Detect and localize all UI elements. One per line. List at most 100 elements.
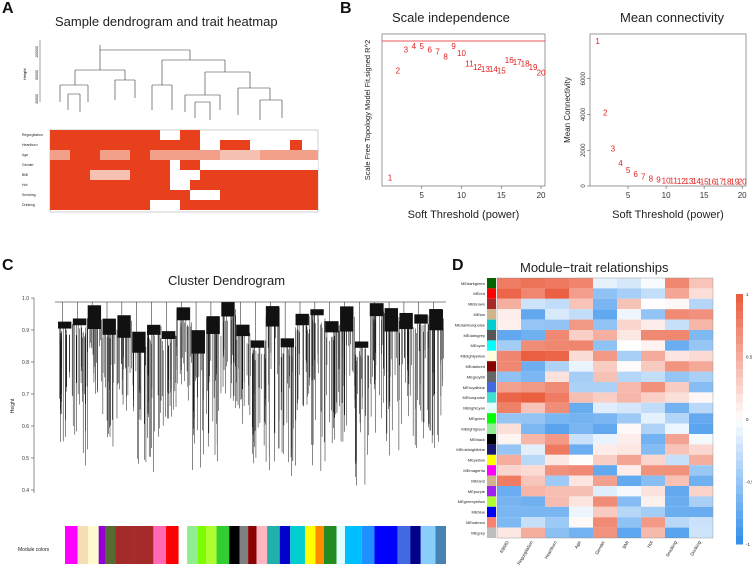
- heat-cell: [665, 423, 689, 434]
- heat-cell: [569, 402, 593, 414]
- scale-point-14: 14: [489, 65, 498, 74]
- heat-cell: [593, 423, 617, 434]
- legend-step: [736, 377, 743, 387]
- heat-cell: [545, 402, 569, 414]
- heat-cell: [569, 382, 593, 393]
- mean-point-16: 16: [707, 177, 716, 186]
- heat-cell: [689, 475, 713, 486]
- trait-label: Drinking: [689, 540, 702, 557]
- heat-cell: [521, 454, 545, 466]
- heat-cell: [593, 506, 617, 518]
- module-swatch: [487, 506, 496, 518]
- heat-cell: [593, 330, 617, 341]
- heat-cell: [545, 361, 569, 372]
- heat-cell: [521, 423, 545, 434]
- module-swatch: [487, 402, 496, 414]
- dendro-dense-block: [87, 305, 102, 329]
- heat-cell: [617, 278, 641, 289]
- dendro-dense-block: [265, 306, 280, 327]
- trait-label-a-8: Drinking: [22, 203, 35, 207]
- heat-cell: [569, 527, 593, 538]
- heat-cell: [641, 350, 665, 362]
- module-color-band: [279, 526, 291, 564]
- heat-cell: [497, 517, 521, 528]
- dendro-dense-block: [354, 341, 369, 348]
- legend-step: [736, 360, 743, 370]
- legend-step: [736, 335, 743, 345]
- module-label: MElightcyan: [463, 406, 485, 411]
- legend-step: [736, 394, 743, 403]
- heat-cell: [521, 319, 545, 330]
- scale-point-18: 18: [521, 60, 530, 69]
- dendro-dense-block: [429, 309, 443, 331]
- scale-point-15: 15: [497, 67, 506, 76]
- legend-step: [736, 369, 743, 378]
- dendro-dense-block: [340, 306, 354, 332]
- trait-label-a-2: Heartburn: [22, 143, 38, 147]
- mean-point-12: 12: [677, 177, 686, 186]
- trait-label-a-3: Age: [22, 153, 28, 157]
- heat-cell: [545, 298, 569, 310]
- heat-cell: [689, 278, 713, 289]
- scale-point-9: 9: [451, 42, 456, 51]
- panel-a-dendrogram: [59, 45, 283, 120]
- heat-cell: [665, 392, 689, 403]
- heat-cell: [569, 423, 593, 434]
- panel-letter-b: B: [340, 0, 352, 17]
- heat-cell: [617, 340, 641, 351]
- module-swatch: [487, 309, 496, 320]
- module-label: MEdarkturquoise: [455, 322, 486, 327]
- heat-cell: [617, 298, 641, 310]
- heat-cell: [617, 527, 641, 538]
- mean-point-7: 7: [641, 173, 646, 182]
- heat-cell: [641, 361, 665, 372]
- legend-step: [736, 485, 743, 495]
- legend-step: [736, 494, 743, 503]
- module-label: MElightgreen: [461, 426, 485, 431]
- module-color-band: [336, 526, 345, 564]
- mean-ylabel: Mean Connectivity: [563, 77, 572, 143]
- trait-label: Regurgitation: [516, 540, 534, 566]
- module-label: MEbrown: [468, 302, 485, 307]
- module-label: MEblack: [470, 437, 485, 442]
- heat-cell: [641, 444, 665, 455]
- module-label: MEred: [473, 291, 485, 296]
- trait-label-a-5: BMI: [22, 173, 28, 177]
- legend-tick: 0: [746, 417, 749, 422]
- heat-cell: [497, 382, 521, 393]
- heat-cell: [521, 475, 545, 486]
- module-color-band: [115, 526, 135, 564]
- module-label: MEturquoise: [463, 395, 486, 400]
- heat-cell: [617, 402, 641, 414]
- heat-cell: [497, 309, 521, 320]
- module-color-band: [397, 526, 411, 564]
- trait-label: Hot: [646, 539, 654, 548]
- trait-label: Gender: [594, 540, 606, 556]
- dendro-dense-block: [72, 318, 87, 326]
- heat-cell: [545, 475, 569, 486]
- dendro-dense-block: [325, 321, 339, 333]
- heat-cell: [689, 392, 713, 403]
- scale-point-5: 5: [420, 42, 425, 51]
- heat-cell: [569, 444, 593, 455]
- heat-cell: [665, 486, 689, 497]
- module-swatch: [487, 434, 496, 445]
- trait-label: BMI: [622, 540, 630, 549]
- panel-a-ytick-3: 20000: [35, 94, 39, 104]
- panel-a-heatmap: [49, 129, 319, 213]
- heat-cell: [545, 486, 569, 497]
- heat-cell: [497, 465, 521, 476]
- heat-cell: [665, 278, 689, 289]
- dendro-ytick-label: 0.4: [22, 488, 29, 494]
- heat-cell: [617, 423, 641, 434]
- dendro-dense-block: [295, 313, 309, 326]
- dendro-ytick-label: 0.5: [22, 456, 29, 462]
- heat-cell: [593, 288, 617, 299]
- legend-tick: -0.5: [746, 480, 752, 485]
- heat-cell: [665, 434, 689, 445]
- heat-cell: [521, 340, 545, 351]
- heat-cell: [665, 309, 689, 320]
- heat-cell: [497, 475, 521, 486]
- heat-cell: [665, 288, 689, 299]
- mean-xlabel: Soft Threshold (power): [612, 209, 724, 221]
